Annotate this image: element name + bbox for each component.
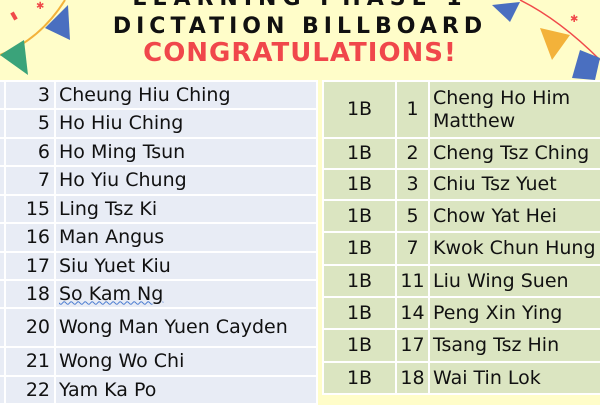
student-name: Siu Yuet Kiu xyxy=(54,251,318,281)
student-name: Wong Man Yuen Cayden xyxy=(54,307,318,348)
student-number: 18 xyxy=(395,361,430,395)
table-row: 1B 3 Chiu Tsz Yuet xyxy=(322,168,600,201)
student-name: Kwok Chun Hung xyxy=(428,231,600,266)
student-name-text: Ho Ming Tsun xyxy=(59,140,186,163)
class-cell xyxy=(0,165,6,196)
student-number: 7 xyxy=(4,165,56,196)
svg-text:✱: ✱ xyxy=(36,1,44,12)
class-cell: 1B xyxy=(322,264,397,298)
table-row: 17 Siu Yuet Kiu xyxy=(0,251,318,281)
table-row: 7 Ho Yiu Chung xyxy=(0,165,318,196)
student-name: Chow Yat Hei xyxy=(428,199,600,233)
student-name: Ho Hiu Ching xyxy=(54,108,318,139)
table-row: 15 Ling Tsz Ki xyxy=(0,194,318,224)
student-name-text: Cheung Hiu Ching xyxy=(59,83,231,106)
student-number: 17 xyxy=(395,328,430,363)
svg-text:✱: ✱ xyxy=(570,14,578,25)
student-name: So Kam Ng xyxy=(54,279,318,309)
table-row: 16 Man Angus xyxy=(0,222,318,253)
class-cell xyxy=(0,346,6,377)
student-number: 6 xyxy=(4,137,56,167)
left-honor-table: 3 Cheung Hiu Ching 5 Ho Hiu Ching 6 Ho Ming T… xyxy=(0,80,318,405)
student-name-text: Man Angus xyxy=(59,226,165,248)
class-cell xyxy=(0,279,6,309)
student-number: 20 xyxy=(4,307,56,348)
class-cell: 1B xyxy=(322,361,397,395)
class-cell: 1B xyxy=(322,199,397,233)
class-cell: 1B xyxy=(322,231,397,266)
header-line-1: LEARNING PHASE 1 xyxy=(0,0,600,11)
bunting-left-decoration: ✱ xyxy=(0,0,70,75)
student-name-text: Ho Hiu Ching xyxy=(59,112,184,134)
student-number: 16 xyxy=(4,222,56,253)
student-number: 7 xyxy=(395,231,430,266)
student-name: Cheng Ho Him Matthew xyxy=(428,80,600,139)
class-cell xyxy=(0,137,6,167)
class-cell: 1B xyxy=(322,296,397,330)
student-number: 5 xyxy=(395,199,430,233)
student-number: 17 xyxy=(4,251,56,281)
student-name-text: Ling Tsz Ki xyxy=(59,197,158,220)
student-name: Ho Ming Tsun xyxy=(54,137,318,167)
student-name-text: Siu Yuet Kiu xyxy=(59,254,171,277)
student-name: Man Angus xyxy=(54,222,318,253)
table-row: 1B 14 Peng Xin Ying xyxy=(322,296,600,330)
table-row: 1B 2 Cheng Tsz Ching xyxy=(322,137,600,170)
student-name: Liu Wing Suen xyxy=(428,264,600,298)
bunting-right-decoration: ✱ xyxy=(492,0,600,80)
table-row: 1B 18 Wai Tin Lok xyxy=(322,361,600,395)
student-number: 15 xyxy=(4,194,56,224)
student-number: 1 xyxy=(395,80,430,139)
table-row: 21 Wong Wo Chi xyxy=(0,346,318,377)
class-cell xyxy=(0,80,6,110)
table-row: 5 Ho Hiu Ching xyxy=(0,108,318,139)
table-row: 20 Wong Man Yuen Cayden xyxy=(0,307,318,348)
student-name: Ho Yiu Chung xyxy=(54,165,318,196)
class-cell xyxy=(0,194,6,224)
student-name-text: Ho Yiu Chung xyxy=(59,169,187,191)
class-cell: 1B xyxy=(322,328,397,363)
class-cell xyxy=(0,108,6,139)
right-honor-table: 1B 1 Cheng Ho Him Matthew 1B 2 Cheng Tsz Chin… xyxy=(322,80,600,395)
student-name: Cheung Hiu Ching xyxy=(54,80,318,110)
table-row: 6 Ho Ming Tsun xyxy=(0,137,318,167)
student-number: 2 xyxy=(395,137,430,170)
class-cell xyxy=(0,251,6,281)
student-name: Peng Xin Ying xyxy=(428,296,600,330)
table-row: 1B 1 Cheng Ho Him Matthew xyxy=(322,80,600,139)
student-name-text: Yam Ka Po xyxy=(59,378,157,401)
table-row: 1B 7 Kwok Chun Hung xyxy=(322,231,600,266)
header-line-2: DICTATION BILLBOARD xyxy=(112,14,488,39)
table-row: 1B 11 Liu Wing Suen xyxy=(322,264,600,298)
student-name: Ling Tsz Ki xyxy=(54,194,318,224)
student-name-text: So Kam Ng xyxy=(59,282,164,305)
student-name: Cheng Tsz Ching xyxy=(428,137,600,170)
student-name-text: Wong Wo Chi xyxy=(59,350,185,372)
student-number: 3 xyxy=(395,168,430,201)
class-cell: 1B xyxy=(322,137,397,170)
student-name: Tsang Tsz Hin xyxy=(428,328,600,363)
student-number: 21 xyxy=(4,346,56,377)
table-row: 1B 5 Chow Yat Hei xyxy=(322,199,600,233)
congratulations-title: CONGRATULATIONS! xyxy=(143,38,457,68)
student-number: 5 xyxy=(4,108,56,139)
class-cell xyxy=(0,222,6,253)
student-name: Wai Tin Lok xyxy=(428,361,600,395)
student-number: 11 xyxy=(395,264,430,298)
class-cell: 1B xyxy=(322,80,397,139)
student-name: Wong Wo Chi xyxy=(54,346,318,377)
class-cell xyxy=(0,307,6,348)
student-number: 14 xyxy=(395,296,430,330)
table-row: 18 So Kam Ng xyxy=(0,279,318,309)
student-name-text: Wong Man Yuen Cayden xyxy=(59,316,288,338)
student-number: 18 xyxy=(4,279,56,309)
class-cell: 1B xyxy=(322,168,397,201)
student-name: Chiu Tsz Yuet xyxy=(428,168,600,201)
student-number: 3 xyxy=(4,80,56,110)
table-row: 1B 17 Tsang Tsz Hin xyxy=(322,328,600,363)
table-row: 3 Cheung Hiu Ching xyxy=(0,80,318,110)
